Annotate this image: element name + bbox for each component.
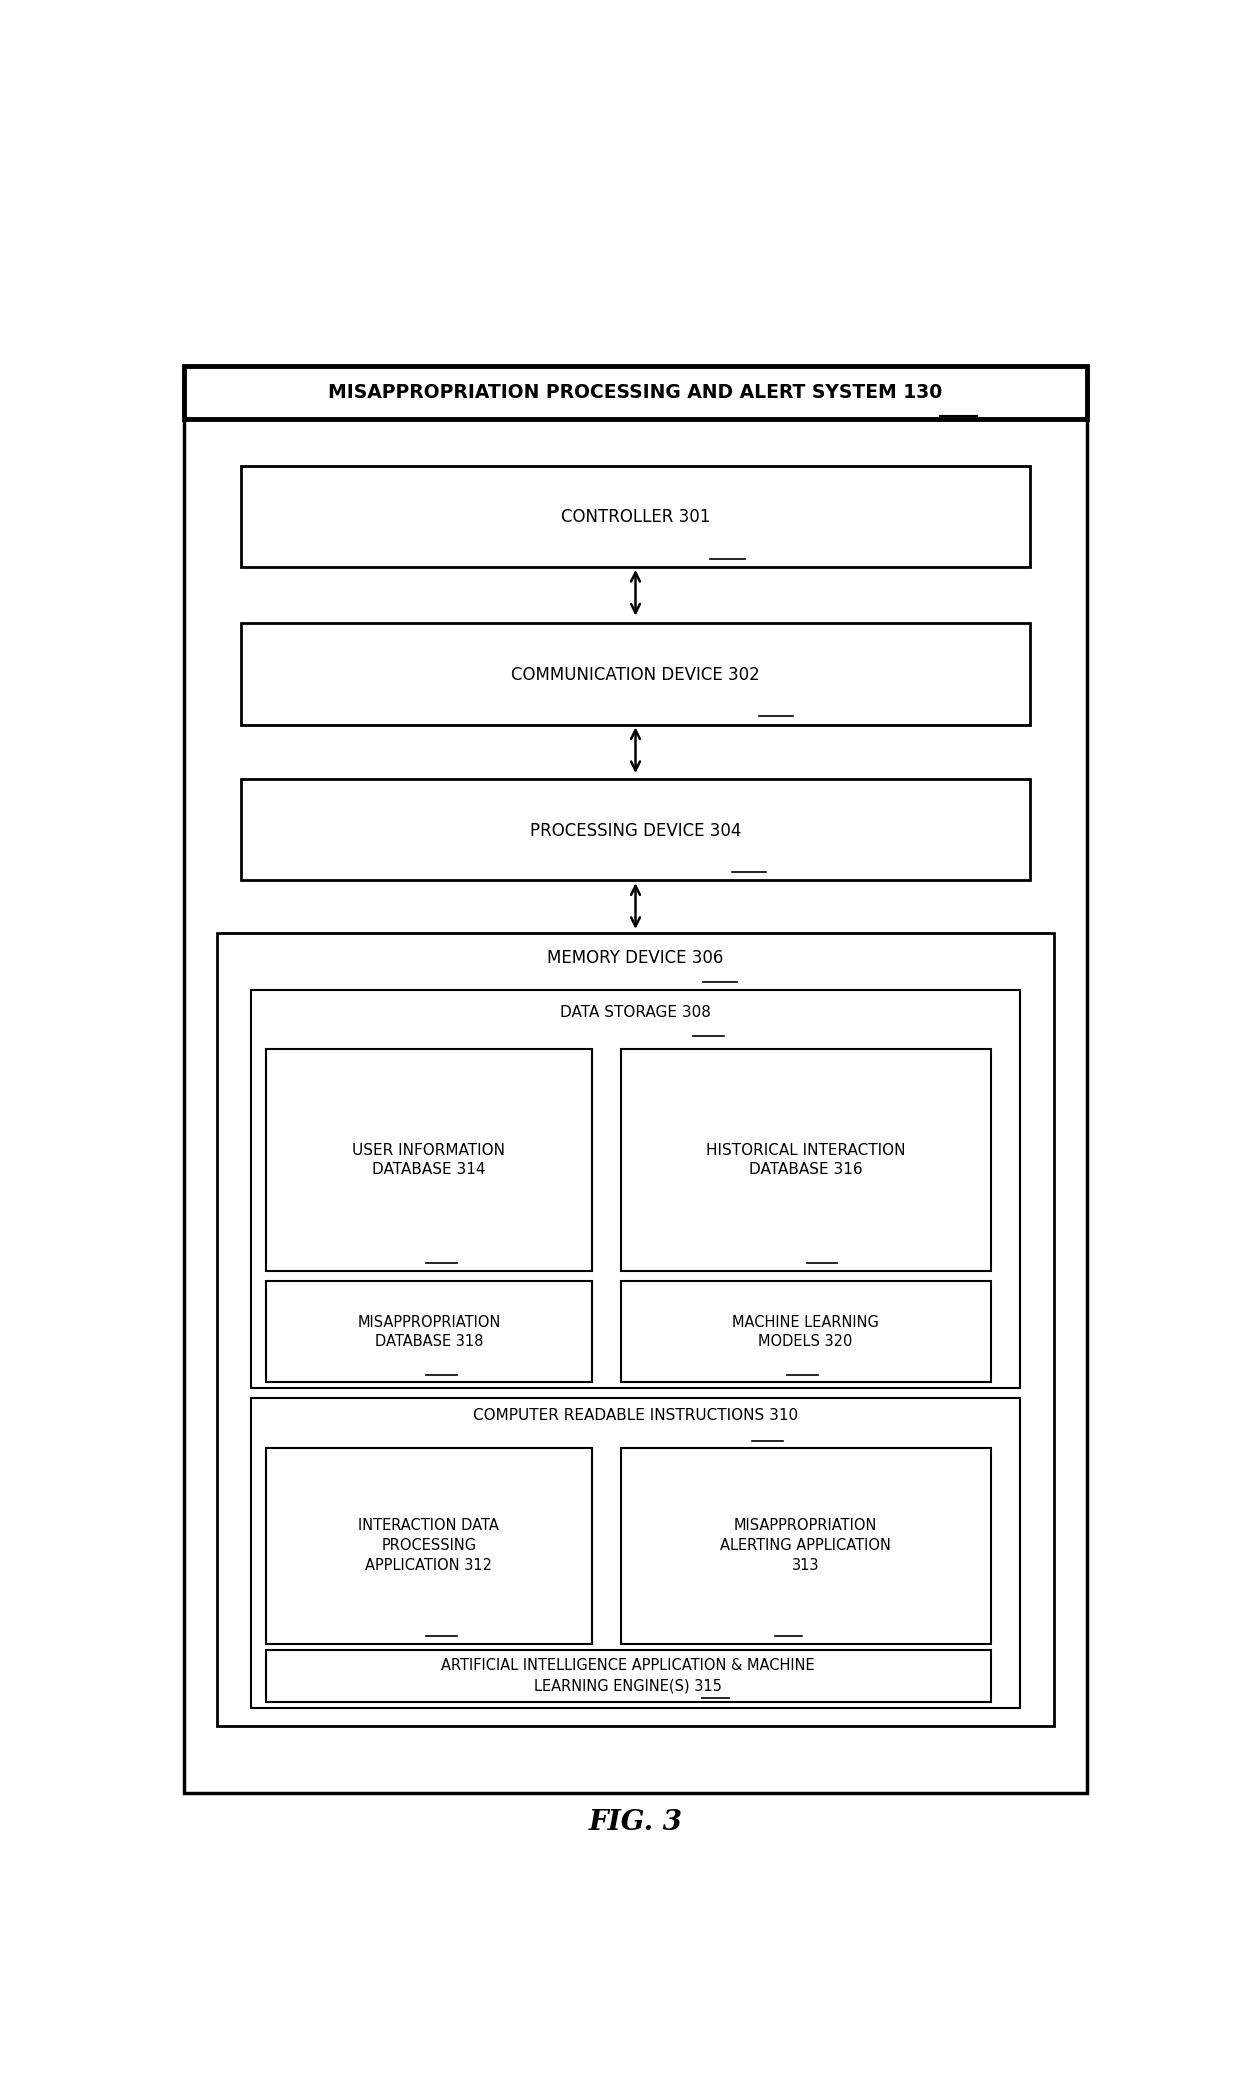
Bar: [250, 1398, 1021, 1707]
Text: ARTIFICIAL INTELLIGENCE APPLICATION & MACHINE
LEARNING ENGINE(S) 315: ARTIFICIAL INTELLIGENCE APPLICATION & MA…: [441, 1659, 815, 1693]
Bar: [621, 1448, 991, 1645]
Text: HISTORICAL INTERACTION
DATABASE 316: HISTORICAL INTERACTION DATABASE 316: [706, 1142, 905, 1177]
Text: CONTROLLER 301: CONTROLLER 301: [560, 509, 711, 526]
Bar: [217, 933, 1054, 1726]
Text: USER INFORMATION
DATABASE 314: USER INFORMATION DATABASE 314: [352, 1142, 506, 1177]
Bar: [184, 380, 1087, 1793]
Bar: [242, 778, 1029, 881]
Text: FIG. 3: FIG. 3: [589, 1809, 682, 1837]
Bar: [265, 1448, 593, 1645]
Text: MISAPPROPRIATION
ALERTING APPLICATION
313: MISAPPROPRIATION ALERTING APPLICATION 31…: [720, 1519, 892, 1574]
Text: MEMORY DEVICE 306: MEMORY DEVICE 306: [547, 947, 724, 966]
Bar: [265, 1281, 593, 1382]
Text: COMPUTER READABLE INSTRUCTIONS 310: COMPUTER READABLE INSTRUCTIONS 310: [472, 1409, 799, 1423]
Bar: [621, 1050, 991, 1271]
Bar: [265, 1050, 593, 1271]
Text: MISAPPROPRIATION
DATABASE 318: MISAPPROPRIATION DATABASE 318: [357, 1315, 501, 1350]
Bar: [621, 1281, 991, 1382]
Text: PROCESSING DEVICE 304: PROCESSING DEVICE 304: [529, 822, 742, 839]
Text: MISAPPROPRIATION PROCESSING AND ALERT SYSTEM 130: MISAPPROPRIATION PROCESSING AND ALERT SY…: [329, 384, 942, 403]
Text: DATA STORAGE 308: DATA STORAGE 308: [560, 1004, 711, 1021]
Bar: [250, 989, 1021, 1388]
Bar: [184, 365, 1087, 419]
Bar: [242, 465, 1029, 568]
Text: INTERACTION DATA
PROCESSING
APPLICATION 312: INTERACTION DATA PROCESSING APPLICATION …: [358, 1519, 500, 1574]
Bar: [242, 624, 1029, 724]
Bar: [265, 1651, 991, 1701]
Text: COMMUNICATION DEVICE 302: COMMUNICATION DEVICE 302: [511, 666, 760, 685]
Text: MACHINE LEARNING
MODELS 320: MACHINE LEARNING MODELS 320: [732, 1315, 879, 1350]
